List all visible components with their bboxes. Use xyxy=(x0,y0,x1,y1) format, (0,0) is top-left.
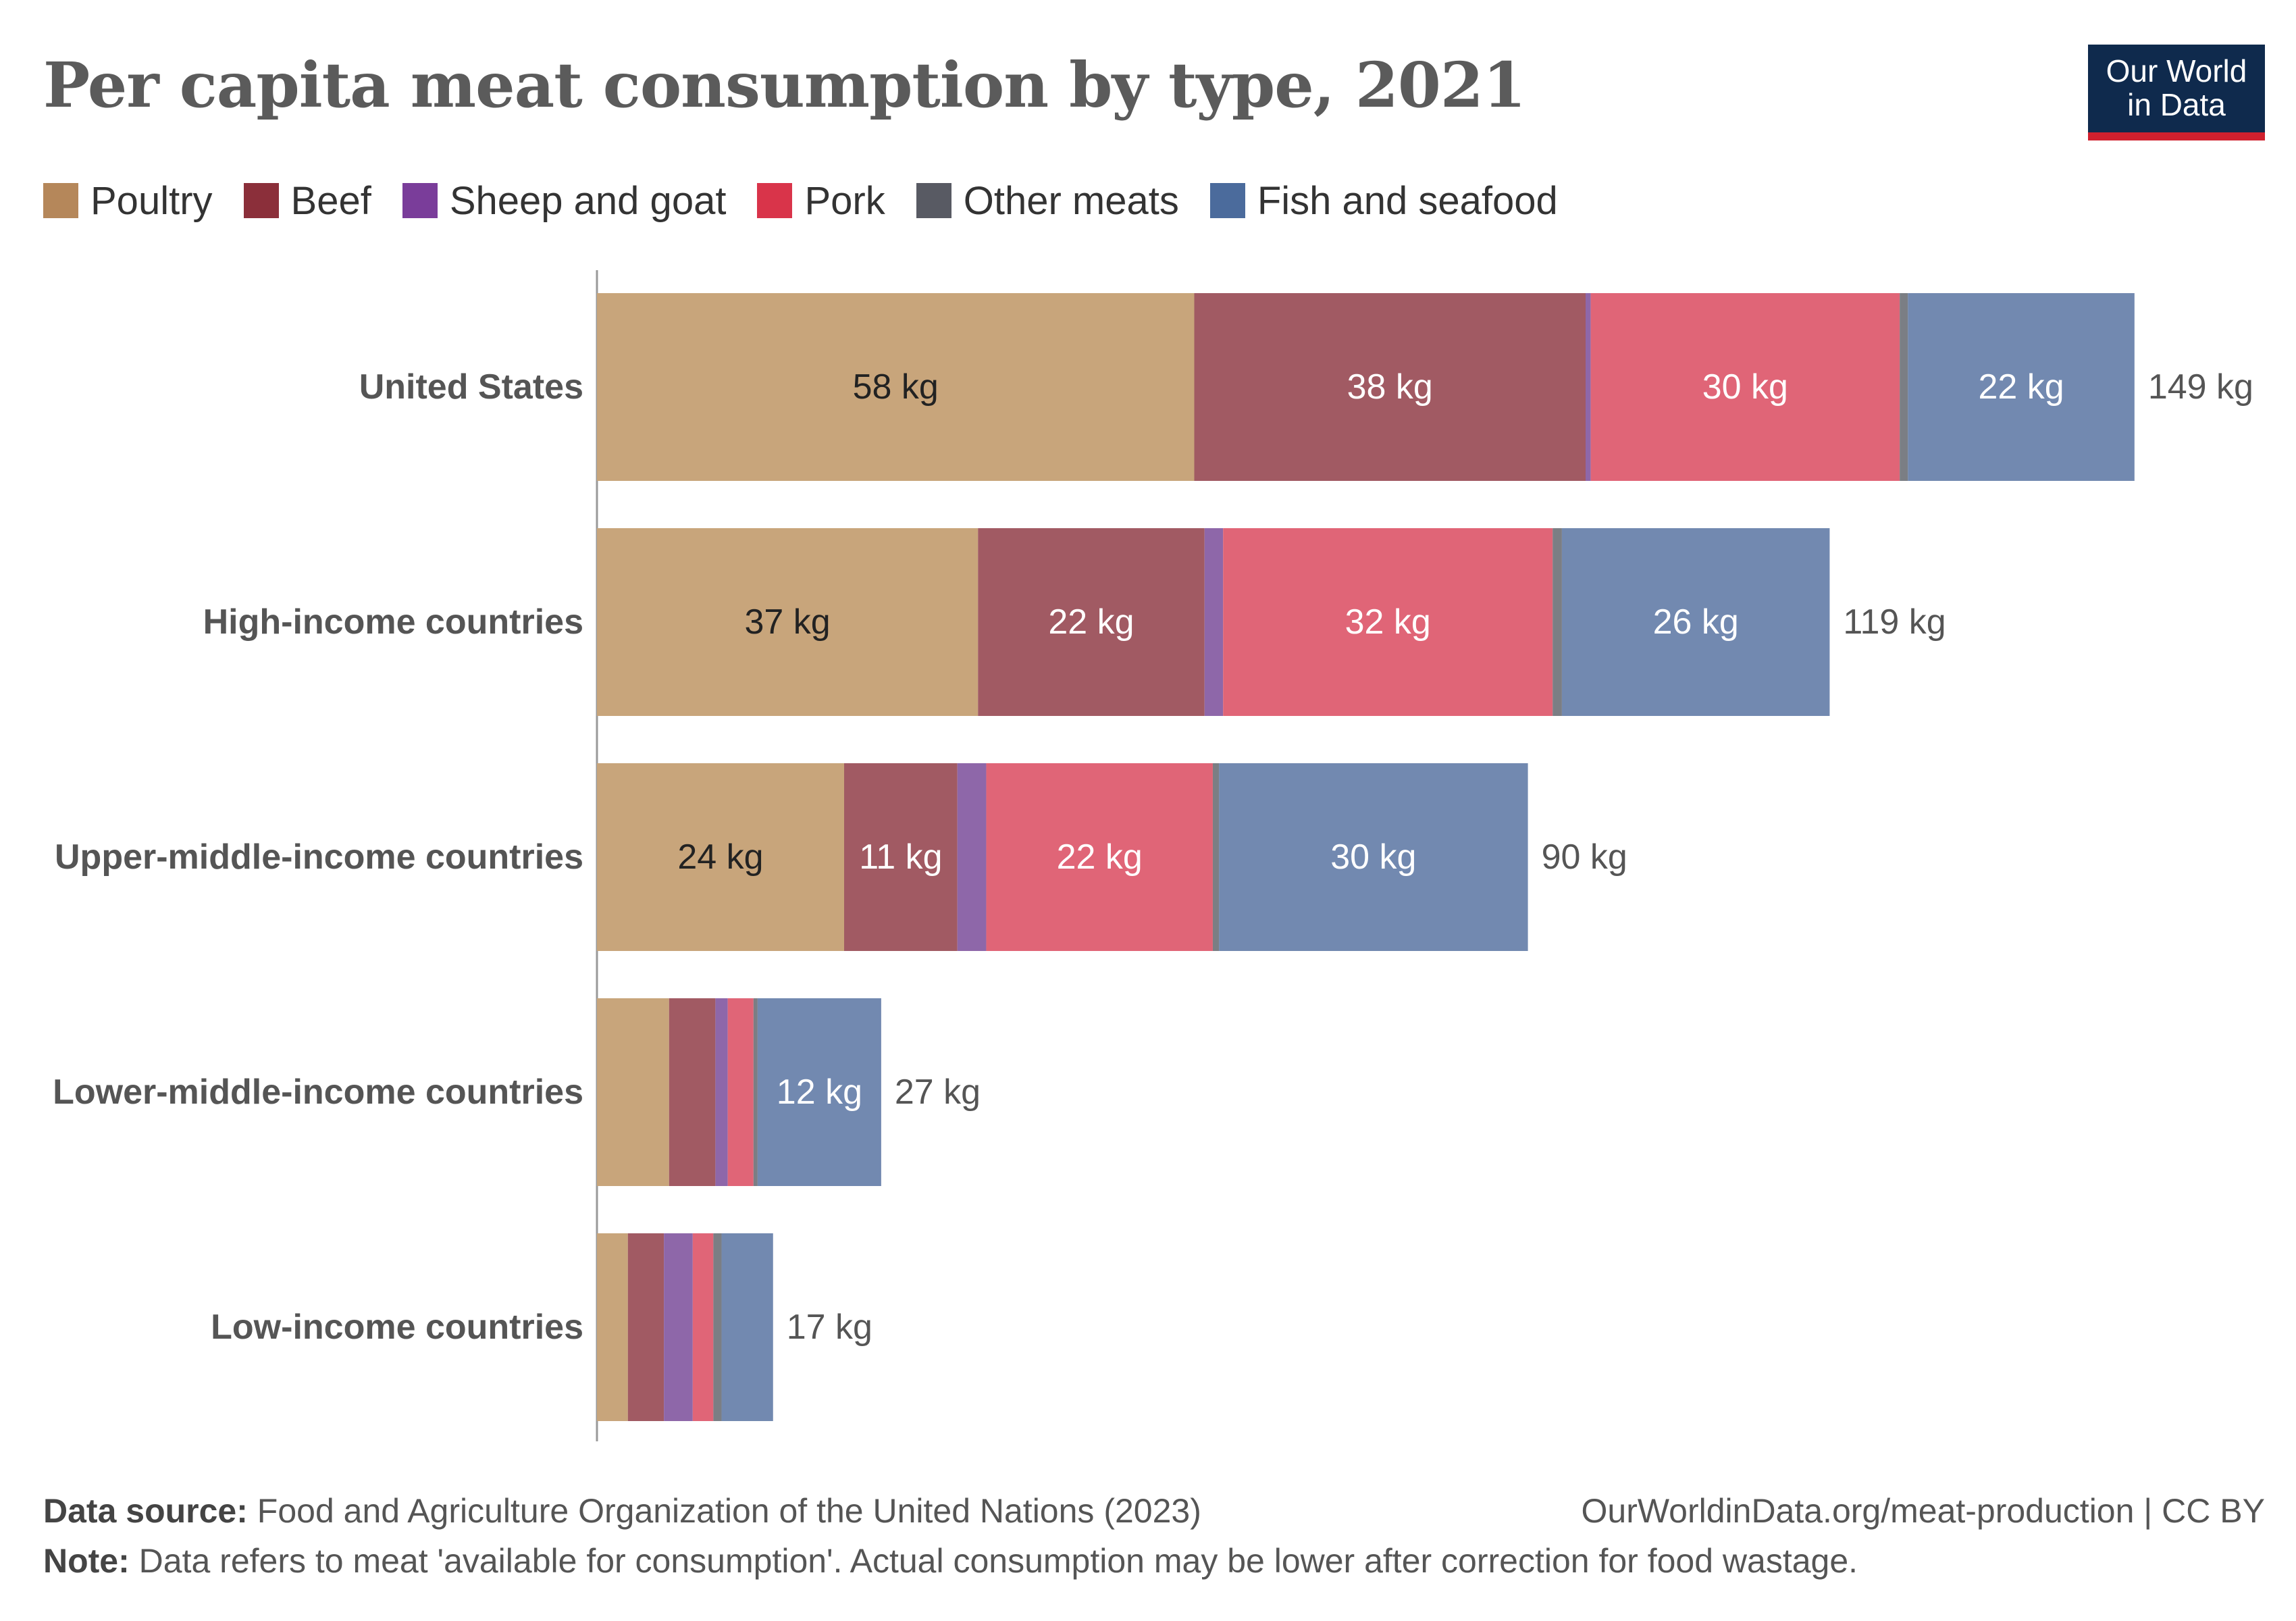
legend-swatch-pork xyxy=(757,183,793,218)
legend-label-other-meats: Other meats xyxy=(963,178,1179,223)
legend-label-fish-and-seafood: Fish and seafood xyxy=(1257,178,1558,223)
bar-beef-high-income-countries[interactable] xyxy=(978,528,1205,716)
data-label-beef-high-income-countries: 22 kg xyxy=(1048,602,1134,642)
bar-other-meats-low-income-countries[interactable] xyxy=(713,1233,722,1421)
bar-pork-lower-middle-income-countries[interactable] xyxy=(727,998,754,1186)
category-label-upper-middle-income-countries: Upper-middle-income countries xyxy=(55,838,583,877)
category-label-lower-middle-income-countries: Lower-middle-income countries xyxy=(53,1073,583,1112)
logo-line-2: in Data xyxy=(2127,87,2226,122)
bar-sheep-and-goat-high-income-countries[interactable] xyxy=(1204,528,1224,716)
bar-beef-low-income-countries[interactable] xyxy=(627,1233,664,1421)
owid-logo[interactable]: Our World in Data xyxy=(2088,45,2265,140)
bar-fish-and-seafood-low-income-countries[interactable] xyxy=(721,1233,773,1421)
total-label-united-states: 149 kg xyxy=(2148,367,2253,407)
legend-label-poultry: Poultry xyxy=(90,178,213,223)
bar-fish-and-seafood-united-states[interactable] xyxy=(1908,293,2135,481)
bar-other-meats-lower-middle-income-countries[interactable] xyxy=(753,998,758,1186)
bar-fish-and-seafood-upper-middle-income-countries[interactable] xyxy=(1219,763,1528,951)
legend-item-poultry[interactable]: Poultry xyxy=(43,178,213,224)
data-source-label: Data source: xyxy=(43,1492,248,1530)
bar-pork-united-states[interactable] xyxy=(1590,293,1900,481)
chart-title: Per capita meat consumption by type, 202… xyxy=(43,49,1526,122)
bar-sheep-and-goat-united-states[interactable] xyxy=(1586,293,1591,481)
source-url-link[interactable]: OurWorldinData.org/meat-production | CC … xyxy=(1581,1492,2265,1530)
legend-swatch-other-meats xyxy=(916,183,951,218)
category-label-low-income-countries: Low-income countries xyxy=(211,1308,583,1347)
data-label-poultry-high-income-countries: 37 kg xyxy=(745,602,831,642)
legend-label-pork: Pork xyxy=(804,178,885,223)
data-label-pork-upper-middle-income-countries: 22 kg xyxy=(1057,838,1143,877)
note-label: Note: xyxy=(43,1542,130,1580)
logo-line-1: Our World xyxy=(2106,53,2247,88)
legend-item-fish-and-seafood[interactable]: Fish and seafood xyxy=(1209,178,1558,224)
legend-label-sheep-and-goat: Sheep and goat xyxy=(449,178,727,223)
bar-poultry-lower-middle-income-countries[interactable] xyxy=(597,998,669,1186)
category-label-high-income-countries: High-income countries xyxy=(203,602,583,642)
legend-item-pork[interactable]: Pork xyxy=(757,178,885,224)
bar-beef-united-states[interactable] xyxy=(1194,293,1586,481)
data-label-pork-high-income-countries: 32 kg xyxy=(1345,602,1431,642)
bar-pork-low-income-countries[interactable] xyxy=(692,1233,714,1421)
data-label-beef-upper-middle-income-countries: 11 kg xyxy=(859,838,942,877)
total-label-low-income-countries: 17 kg xyxy=(787,1308,872,1347)
bar-pork-high-income-countries[interactable] xyxy=(1223,528,1553,716)
data-label-fish-and-seafood-united-states: 22 kg xyxy=(1978,367,2064,407)
data-label-poultry-united-states: 58 kg xyxy=(853,367,939,407)
legend-swatch-fish-and-seafood xyxy=(1209,183,1245,218)
bar-pork-upper-middle-income-countries[interactable] xyxy=(986,763,1213,951)
legend-item-sheep-and-goat[interactable]: Sheep and goat xyxy=(402,178,727,224)
bar-other-meats-upper-middle-income-countries[interactable] xyxy=(1212,763,1220,951)
data-label-fish-and-seafood-lower-middle-income-countries: 12 kg xyxy=(777,1073,862,1112)
bar-other-meats-united-states[interactable] xyxy=(1900,293,1908,481)
legend-label-beef: Beef xyxy=(290,178,371,223)
data-label-fish-and-seafood-high-income-countries: 26 kg xyxy=(1653,602,1739,642)
bar-fish-and-seafood-high-income-countries[interactable] xyxy=(1561,528,1830,716)
data-label-pork-united-states: 30 kg xyxy=(1702,367,1788,407)
stacked-bar-chart: United States 58 kg 38 kg 30 kg 22 kg 149 kg H… xyxy=(53,270,2253,1441)
legend-item-beef[interactable]: Beef xyxy=(243,178,371,224)
bar-beef-upper-middle-income-countries[interactable] xyxy=(844,763,958,951)
bar-poultry-low-income-countries[interactable] xyxy=(597,1233,628,1421)
bar-poultry-upper-middle-income-countries[interactable] xyxy=(597,763,844,951)
bar-poultry-united-states[interactable] xyxy=(597,293,1195,481)
data-label-fish-and-seafood-upper-middle-income-countries: 30 kg xyxy=(1330,838,1416,877)
bar-beef-lower-middle-income-countries[interactable] xyxy=(669,998,716,1186)
bar-poultry-high-income-countries[interactable] xyxy=(597,528,979,716)
note-text: Data refers to meat 'available for consu… xyxy=(138,1542,1858,1580)
total-label-high-income-countries: 119 kg xyxy=(1843,602,1946,642)
legend-swatch-poultry xyxy=(43,183,78,218)
legend-swatch-sheep-and-goat xyxy=(402,183,438,218)
bar-sheep-and-goat-low-income-countries[interactable] xyxy=(664,1233,693,1421)
bar-other-meats-high-income-countries[interactable] xyxy=(1553,528,1562,716)
data-source: Data source: Food and Agriculture Organi… xyxy=(43,1486,1201,1536)
data-source-text: Food and Agriculture Organization of the… xyxy=(257,1492,1201,1530)
data-label-poultry-upper-middle-income-countries: 24 kg xyxy=(677,838,763,877)
bar-fish-and-seafood-lower-middle-income-countries[interactable] xyxy=(757,998,881,1186)
category-label-united-states: United States xyxy=(359,367,583,407)
note: Note: Data refers to meat 'available for… xyxy=(43,1536,1858,1586)
bar-sheep-and-goat-upper-middle-income-countries[interactable] xyxy=(957,763,987,951)
legend-item-other-meats[interactable]: Other meats xyxy=(916,178,1179,224)
total-label-lower-middle-income-countries: 27 kg xyxy=(895,1073,981,1112)
legend-swatch-beef xyxy=(243,183,279,218)
data-label-beef-united-states: 38 kg xyxy=(1347,367,1433,407)
bar-sheep-and-goat-lower-middle-income-countries[interactable] xyxy=(715,998,728,1186)
footer: Data source: Food and Agriculture Organi… xyxy=(43,1486,2265,1586)
total-label-upper-middle-income-countries: 90 kg xyxy=(1542,838,1627,877)
legend: Poultry Beef Sheep and goat Pork Other m… xyxy=(43,177,1589,224)
